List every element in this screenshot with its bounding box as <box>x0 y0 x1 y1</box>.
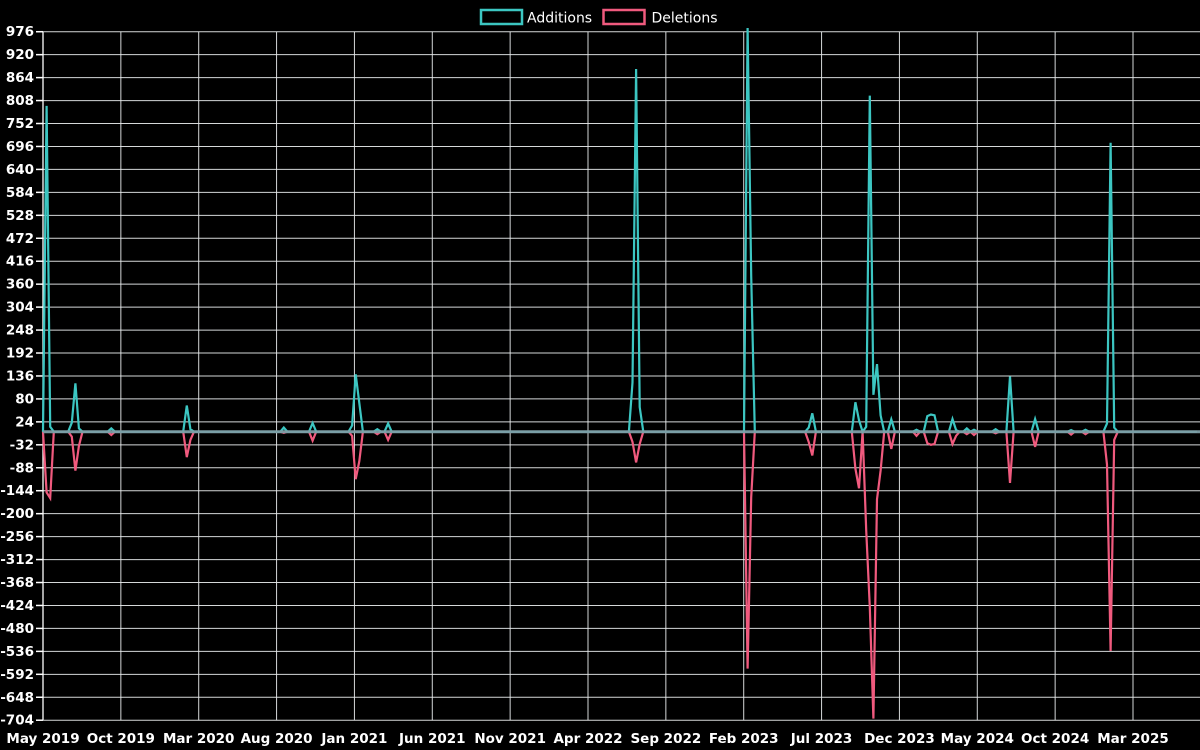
x-tick-label: Jan 2021 <box>320 731 387 747</box>
y-tick-label: 472 <box>6 231 34 247</box>
x-tick-label: Oct 2024 <box>1021 731 1089 747</box>
y-tick-label: 864 <box>6 70 34 86</box>
y-tick-label: -424 <box>0 598 34 614</box>
y-tick-label: 192 <box>6 346 34 362</box>
y-tick-label: 248 <box>6 323 34 339</box>
y-tick-label: 136 <box>6 368 34 384</box>
legend-item-deletions[interactable]: Deletions <box>602 8 718 27</box>
legend-swatch-additions[interactable] <box>479 8 524 26</box>
x-tick-label: Feb 2023 <box>709 731 779 747</box>
y-tick-label: 696 <box>6 139 34 155</box>
y-tick-label: -200 <box>0 506 34 522</box>
x-tick-label: Apr 2022 <box>553 731 622 747</box>
x-tick-label: Mar 2020 <box>163 731 234 747</box>
x-tick-label: May 2024 <box>941 731 1014 747</box>
y-tick-label: 304 <box>6 300 34 316</box>
y-tick-label: -144 <box>0 483 34 499</box>
y-tick-label: -256 <box>0 529 34 545</box>
y-tick-label: -32 <box>10 437 34 453</box>
legend-item-additions[interactable]: Additions <box>479 8 592 27</box>
x-tick-label: Jun 2021 <box>398 731 466 747</box>
y-tick-label: -480 <box>0 621 34 637</box>
x-tick-label: Oct 2019 <box>87 731 155 747</box>
y-tick-label: 808 <box>6 93 34 109</box>
x-tick-label: Aug 2020 <box>241 731 313 747</box>
y-tick-label: 360 <box>6 277 34 293</box>
y-tick-label: -88 <box>10 460 34 476</box>
x-tick-label: Dec 2023 <box>864 731 935 747</box>
additions-line <box>41 27 1197 435</box>
y-tick-label: 920 <box>6 47 34 63</box>
legend-swatch-deletions[interactable] <box>602 8 646 26</box>
y-tick-label: 528 <box>6 208 34 224</box>
y-tick-label: -648 <box>0 690 34 706</box>
y-tick-label: 640 <box>6 162 34 178</box>
x-tick-label: May 2019 <box>6 731 79 747</box>
y-tick-label: 752 <box>6 116 34 132</box>
x-tick-label: Sep 2022 <box>630 731 701 747</box>
y-tick-label: -368 <box>0 575 34 591</box>
y-tick-label: -704 <box>0 713 34 729</box>
y-tick-label: -592 <box>0 667 34 683</box>
y-tick-label: -536 <box>0 644 34 660</box>
y-tick-label: 584 <box>6 185 34 201</box>
y-tick-label: -312 <box>0 552 34 568</box>
x-tick-label: Nov 2021 <box>474 731 546 747</box>
y-tick-label: 80 <box>15 391 34 407</box>
x-tick-label: Mar 2025 <box>1097 731 1168 747</box>
y-tick-label: 416 <box>6 254 34 270</box>
deletions-line <box>41 430 1197 719</box>
y-tick-label: 24 <box>15 414 34 430</box>
y-tick-label: 976 <box>6 24 34 40</box>
legend-label-additions[interactable]: Additions <box>527 11 592 27</box>
x-tick-label: Jul 2023 <box>790 731 853 747</box>
legend-label-deletions[interactable]: Deletions <box>652 11 718 27</box>
